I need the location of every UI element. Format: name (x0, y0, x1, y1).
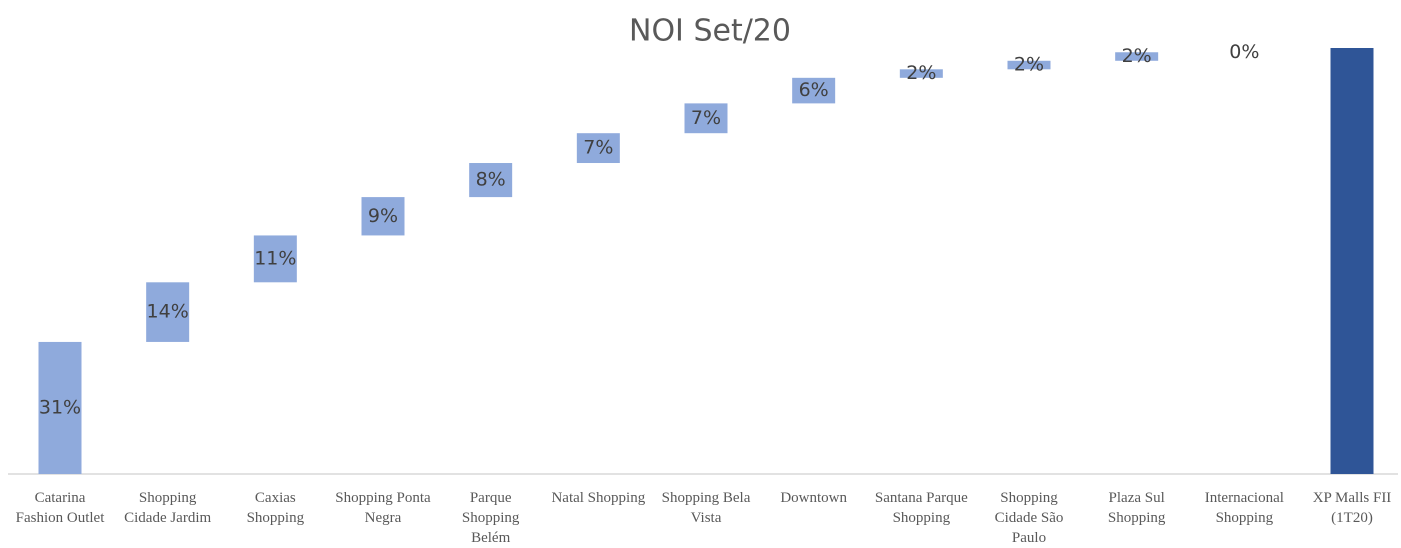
bar (1115, 52, 1159, 61)
chart-title: NOI Set/20 (629, 14, 791, 49)
x-tick-label: Shopping Cidade São Paulo (994, 490, 1064, 546)
x-tick-label: Santana Parque Shopping (874, 490, 968, 526)
data-label: 0% (1229, 41, 1259, 63)
bar (792, 77, 836, 104)
bar (146, 282, 190, 342)
bar (576, 133, 620, 164)
data-label: 2% (906, 62, 936, 84)
x-tick-label: Shopping Cidade Jardim (124, 490, 212, 526)
x-tick-label: Parque Shopping Belém (461, 490, 520, 546)
bar (253, 235, 297, 283)
x-tick-label: XP Malls FII (1T20) (1312, 490, 1392, 526)
data-label: 7% (691, 107, 721, 129)
bar (899, 69, 943, 78)
bar (361, 197, 405, 236)
x-tick-label: Shopping Ponta Negra (335, 490, 431, 526)
x-tick-label: Caxias Shopping (246, 490, 305, 526)
x-tick-label: Downtown (780, 490, 847, 506)
x-tick-label: Internacional Shopping (1204, 490, 1284, 526)
data-label: 2% (1122, 45, 1152, 67)
x-tick-label: Shopping Bela Vista (661, 490, 751, 526)
data-label: 8% (476, 169, 506, 191)
data-label: 9% (368, 205, 398, 227)
bar (469, 163, 513, 198)
data-label: 11% (254, 247, 296, 269)
data-label: 6% (799, 79, 829, 101)
data-label: 31% (39, 396, 81, 418)
total-bar (1330, 48, 1374, 474)
data-label: 2% (1014, 54, 1044, 76)
bar (1007, 60, 1051, 70)
x-tick-label: Plaza Sul Shopping (1107, 490, 1166, 526)
bar (684, 103, 728, 134)
bar (38, 341, 82, 474)
data-label: 14% (147, 301, 189, 323)
x-tick-label: Catarina Fashion Outlet (15, 490, 105, 526)
data-label: 7% (583, 137, 613, 159)
x-tick-label: Natal Shopping (551, 490, 646, 506)
